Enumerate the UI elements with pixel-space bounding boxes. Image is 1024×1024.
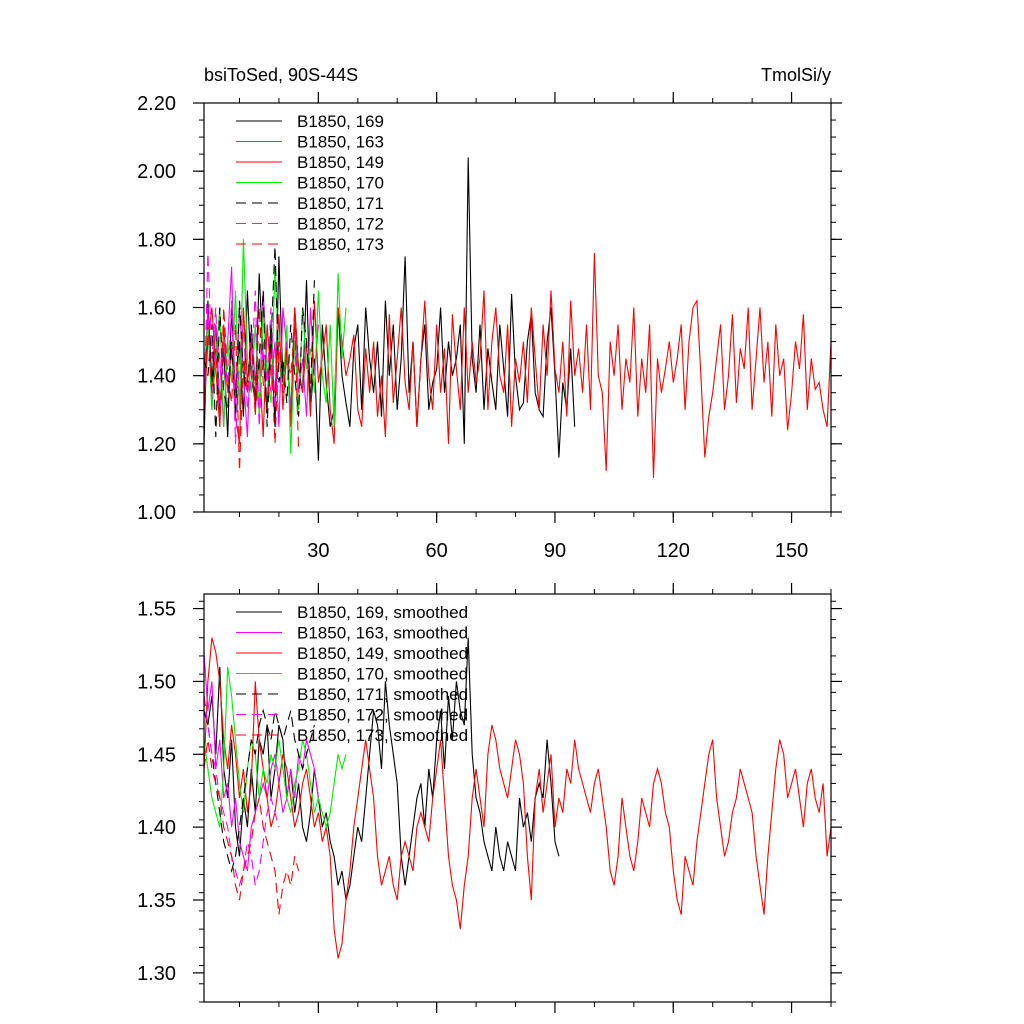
legend-label: B1850, 172 bbox=[297, 215, 384, 234]
legend-label: B1850, 163 bbox=[297, 133, 384, 152]
series-line-3 bbox=[204, 239, 347, 455]
title-left: bsiToSed, 90S-44S bbox=[204, 65, 358, 85]
series-lines bbox=[204, 157, 831, 478]
series-line-6 bbox=[204, 739, 300, 915]
y-tick-label: 1.20 bbox=[137, 434, 176, 456]
series-line-4 bbox=[204, 695, 315, 874]
y-tick-label: 1.45 bbox=[137, 744, 176, 766]
title-right: TmolSi/y bbox=[761, 65, 831, 85]
legend-label: B1850, 169, smoothed bbox=[297, 603, 468, 622]
legend: B1850, 169, smoothed B1850, 163, smoothed… bbox=[236, 603, 468, 745]
x-tick-label: 120 bbox=[657, 540, 690, 562]
y-tick-label: 1.60 bbox=[137, 298, 176, 320]
x-tick-label: 60 bbox=[426, 540, 448, 562]
y-tick-label: 1.30 bbox=[137, 963, 176, 985]
legend-label: B1850, 169 bbox=[297, 112, 384, 131]
y-tick-label: 1.50 bbox=[137, 671, 176, 693]
series-line-2 bbox=[204, 637, 831, 959]
legend-label: B1850, 173 bbox=[297, 235, 384, 254]
series-line-5 bbox=[204, 252, 280, 444]
legend-label: B1850, 149 bbox=[297, 153, 384, 172]
x-tick-label: 150 bbox=[775, 540, 808, 562]
legend-label: B1850, 171 bbox=[297, 194, 384, 213]
y-tick-label: 1.40 bbox=[137, 366, 176, 388]
plot-frame bbox=[203, 593, 832, 1003]
series-line-5 bbox=[204, 695, 280, 888]
legend-label: B1850, 149, smoothed bbox=[297, 644, 468, 663]
panel-top: bsiToSed, 90S-44S TmolSi/y 1.00 1.20 1.40 1… bbox=[137, 65, 842, 562]
series-line-6 bbox=[204, 307, 300, 472]
legend-label: B1850, 170, smoothed bbox=[297, 665, 468, 684]
legend-label: B1850, 173, smoothed bbox=[297, 726, 468, 745]
panel-bottom: 1.30 1.35 1.40 1.45 1.50 1.55 B1850, 169, smoo… bbox=[137, 583, 842, 1013]
series-line-0 bbox=[204, 637, 560, 901]
series-line-3 bbox=[204, 666, 347, 830]
y-tick-label: 1.00 bbox=[137, 502, 176, 524]
series-line-4 bbox=[204, 246, 315, 438]
y-tick-label: 1.35 bbox=[137, 890, 176, 912]
legend-label: B1850, 171, smoothed bbox=[297, 685, 468, 704]
legend-label: B1850, 163, smoothed bbox=[297, 624, 468, 643]
series-lines bbox=[204, 637, 831, 959]
y-tick-label: 1.80 bbox=[137, 229, 176, 251]
x-tick-label: 90 bbox=[544, 540, 566, 562]
x-tick-label: 30 bbox=[307, 540, 329, 562]
y-tick-label: 2.20 bbox=[137, 93, 176, 115]
legend-label: B1850, 170 bbox=[297, 174, 384, 193]
y-tick-label: 2.00 bbox=[137, 161, 176, 183]
y-tick-label: 1.40 bbox=[137, 817, 176, 839]
series-line-2 bbox=[204, 252, 831, 478]
legend-label: B1850, 172, smoothed bbox=[297, 706, 468, 725]
y-tick-label: 1.55 bbox=[137, 599, 176, 621]
